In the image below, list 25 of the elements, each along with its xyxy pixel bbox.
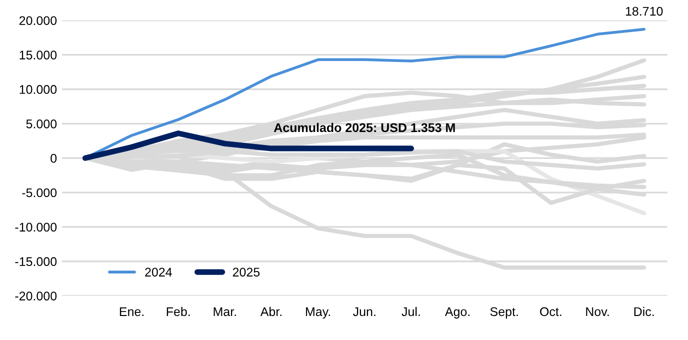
y-tick-label: -5.000 xyxy=(22,188,57,198)
x-tick-label: Ago. xyxy=(444,307,470,319)
legend-label: 2024 xyxy=(145,268,172,277)
legend-label: 2025 xyxy=(232,268,260,277)
x-tick-label: Abr. xyxy=(260,306,282,316)
x-tick-label: Dic. xyxy=(634,306,654,316)
y-tick-label: 20.000 xyxy=(19,16,57,26)
x-tick-label: Nov. xyxy=(586,307,609,316)
y-tick-label: 5.000 xyxy=(26,119,57,128)
x-tick-label: Feb. xyxy=(166,306,190,316)
y-tick-label: -15.000 xyxy=(15,257,57,266)
x-tick-label: Jul. xyxy=(402,306,420,316)
y-tick-label: 0 xyxy=(50,154,57,163)
y-tick-label: 10.000 xyxy=(20,85,57,94)
y-tick-label: 15.000 xyxy=(20,50,57,60)
x-tick-label: Jun. xyxy=(353,307,376,316)
y-tick-label: -20.000 xyxy=(15,292,57,300)
data-label: 18.710 xyxy=(626,6,663,16)
y-tick-label: -10.000 xyxy=(15,222,57,232)
x-tick-label: Ene. xyxy=(120,307,144,316)
x-tick-label: Oct. xyxy=(540,307,562,316)
x-tick-label: Mar. xyxy=(214,307,236,316)
x-tick-label: May. xyxy=(306,307,330,319)
annotation: Acumulado 2025: USD 1.353 M xyxy=(274,122,455,132)
x-tick-label: Sept. xyxy=(490,307,518,319)
